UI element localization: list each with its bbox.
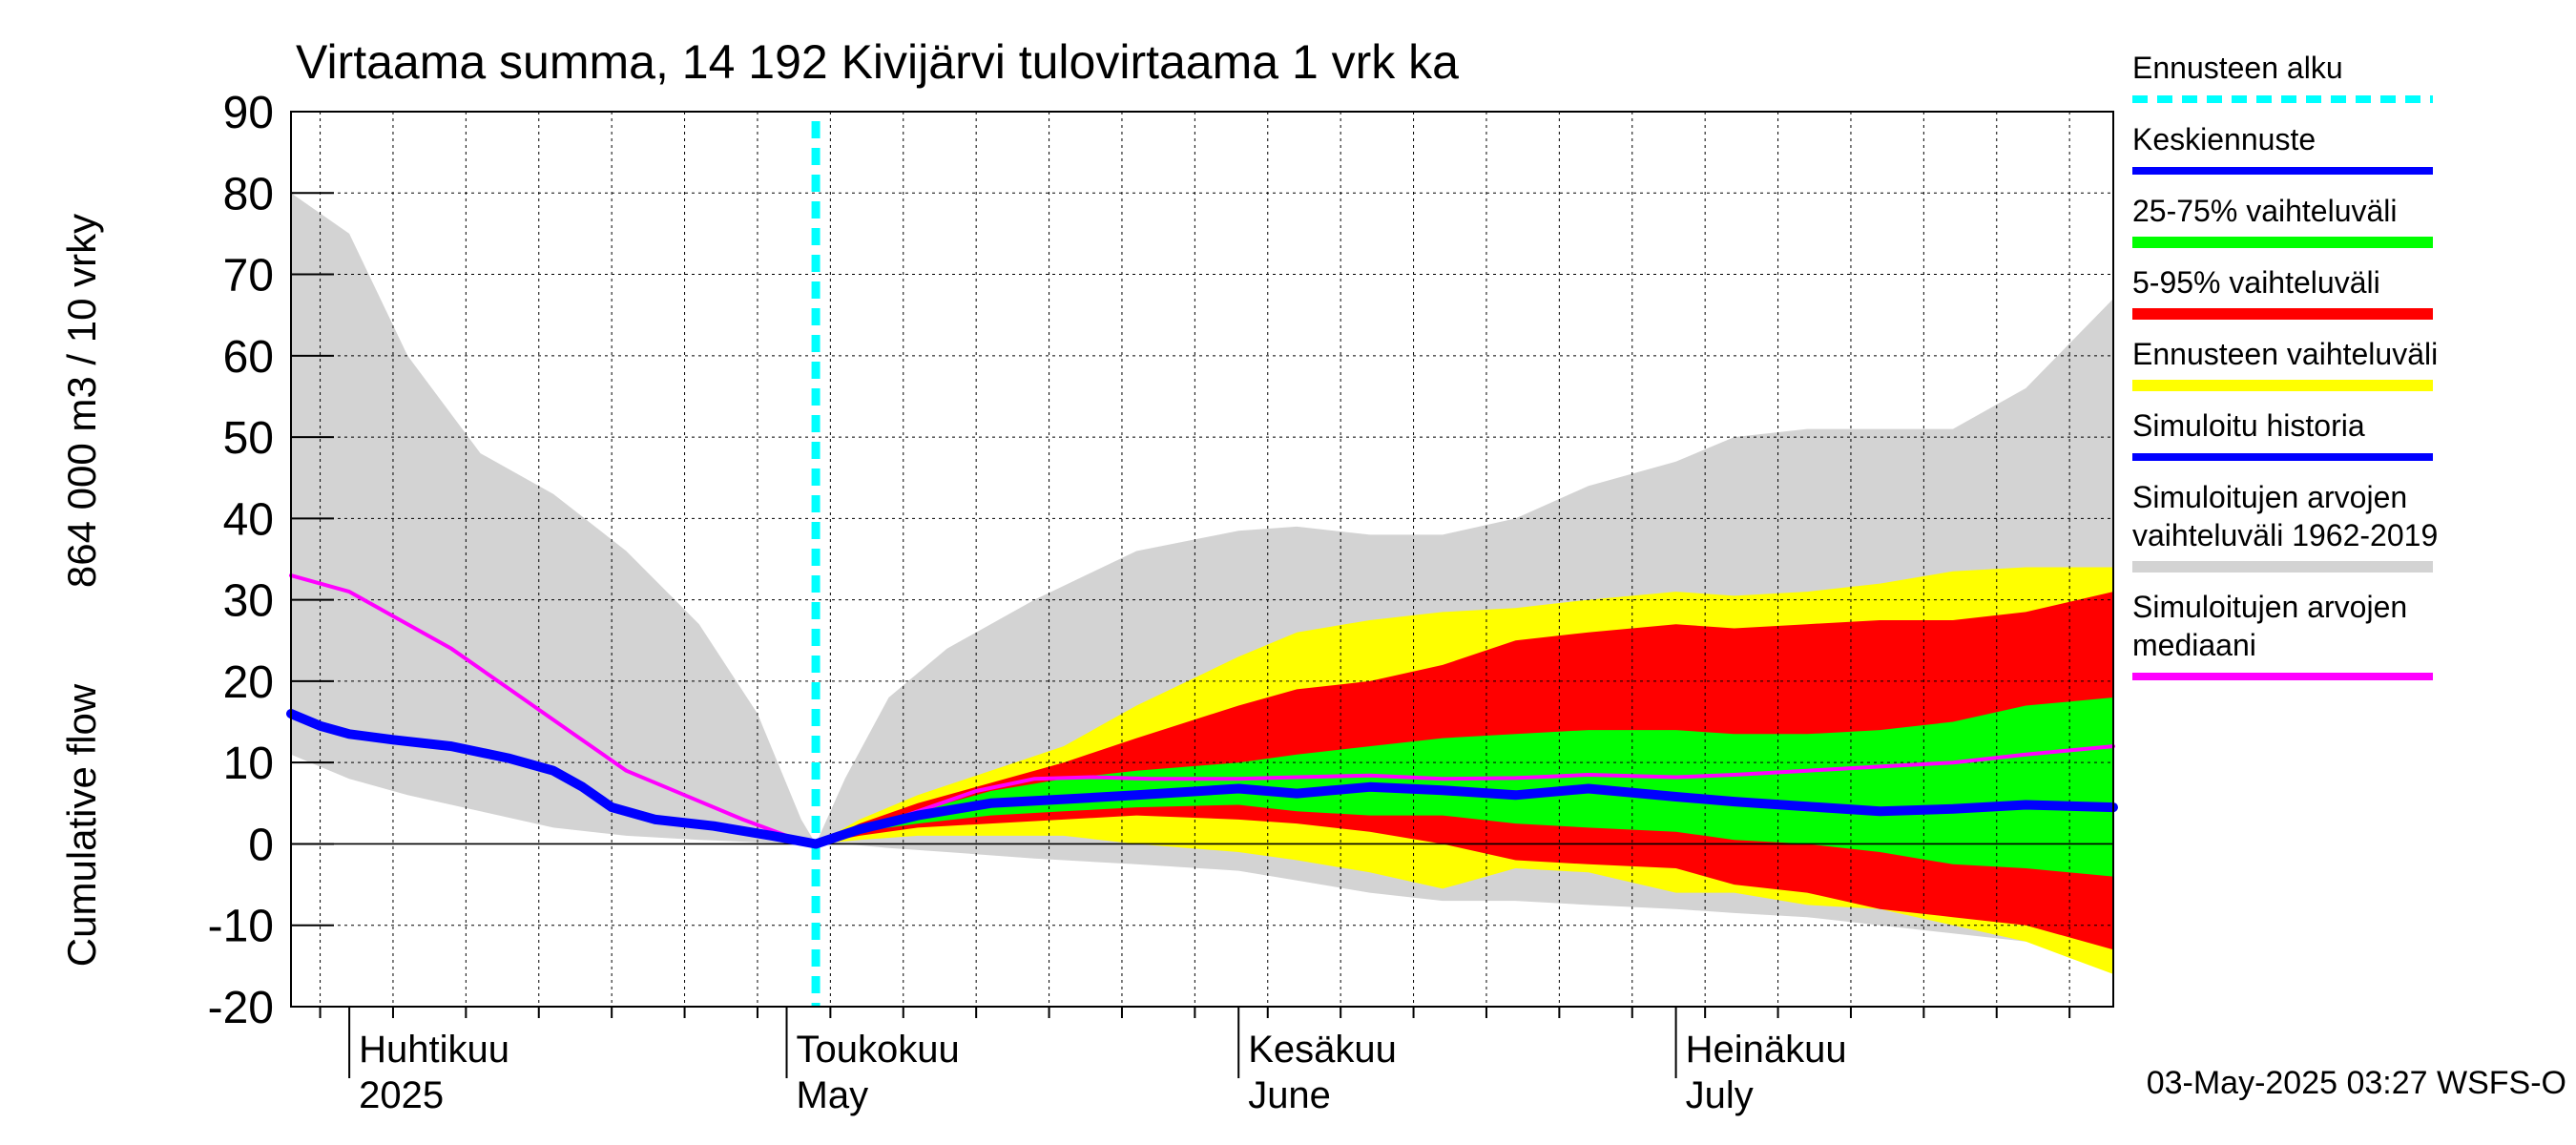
legend-label: 25-75% vaihteluväli bbox=[2132, 194, 2398, 228]
y-tick-label: 20 bbox=[223, 657, 274, 708]
x-month-sublabel: 2025 bbox=[359, 1074, 444, 1116]
series-simuloitujen-arvojen-mediaani bbox=[289, 573, 2115, 846]
y-tick-label: 50 bbox=[223, 413, 274, 464]
legend-label: 5-95% vaihteluväli bbox=[2132, 265, 2380, 300]
y-tick-label: 30 bbox=[223, 576, 274, 627]
legend-label: Ennusteen alku bbox=[2132, 51, 2343, 85]
legend-label: mediaani bbox=[2132, 628, 2256, 662]
chart-title: Virtaama summa, 14 192 Kivijärvi tulovir… bbox=[296, 35, 1459, 89]
y-axis-label-fi: 864 000 m3 / 10 vrky bbox=[59, 214, 104, 588]
series-keskiennuste bbox=[811, 781, 2118, 849]
x-month-label: Kesäkuu bbox=[1248, 1029, 1397, 1071]
legend-label: Simuloitu historia bbox=[2132, 408, 2365, 443]
x-month-label: Toukokuu bbox=[797, 1029, 960, 1071]
legend-label: Keskiennuste bbox=[2132, 122, 2316, 156]
chart-series bbox=[286, 121, 2118, 1007]
legend-label: vaihteluväli 1962-2019 bbox=[2132, 518, 2438, 552]
y-tick-label: 40 bbox=[223, 494, 274, 545]
y-tick-label: 0 bbox=[248, 820, 274, 870]
series-simuloitu-historia bbox=[286, 709, 821, 849]
legend-label: Simuloitujen arvojen bbox=[2132, 480, 2407, 514]
x-month-sublabel: July bbox=[1686, 1074, 1754, 1116]
legend-label: Simuloitujen arvojen bbox=[2132, 590, 2407, 624]
plot-frame bbox=[290, 111, 2114, 1008]
y-tick-label: 60 bbox=[223, 332, 274, 383]
y-tick-label: 70 bbox=[223, 251, 274, 302]
y-axis-label-en: Cumulative flow bbox=[59, 683, 104, 967]
legend: Ennusteen alku Keskiennuste 25-75% vaihtel… bbox=[2132, 51, 2438, 680]
y-tick-label: 10 bbox=[223, 739, 274, 789]
y-tick-label: -10 bbox=[208, 902, 274, 952]
x-month-label: Heinäkuu bbox=[1686, 1029, 1847, 1071]
y-tick-label: 80 bbox=[223, 169, 274, 219]
legend-label: Ennusteen vaihteluväli bbox=[2132, 337, 2438, 371]
x-month-sublabel: June bbox=[1248, 1074, 1331, 1116]
footer-timestamp: 03-May-2025 03:27 WSFS-O bbox=[2147, 1065, 2566, 1101]
x-month-label: Huhtikuu bbox=[359, 1029, 509, 1071]
y-tick-label: 90 bbox=[223, 88, 274, 138]
x-month-sublabel: May bbox=[797, 1074, 869, 1116]
y-tick-label: -20 bbox=[208, 983, 274, 1033]
chart-grid bbox=[291, 112, 2113, 1007]
